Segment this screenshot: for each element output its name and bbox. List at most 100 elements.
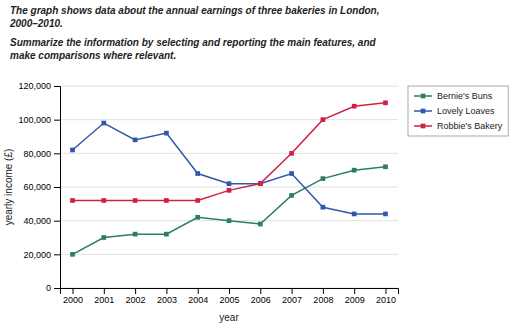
x-tick: 2005 (219, 288, 239, 305)
x-tick-label: 2009 (345, 295, 365, 305)
grid-line (60, 153, 398, 154)
point-marker (258, 181, 263, 186)
x-tick-label: 2005 (219, 295, 239, 305)
y-tick-mark (54, 254, 60, 255)
y-tick-mark (54, 153, 60, 154)
x-axis: 2000200120022003200420052006200720082009… (61, 288, 399, 305)
point-marker (133, 232, 138, 237)
point-marker (227, 218, 232, 223)
x-tick-mark (229, 288, 230, 294)
point-marker (164, 198, 169, 203)
point-marker (352, 168, 357, 173)
x-tick-mark (166, 288, 167, 294)
grid-line (60, 254, 398, 255)
x-tick-mark (73, 288, 74, 294)
y-tick-mark (54, 187, 60, 188)
x-tick-mark (260, 288, 261, 294)
x-tick: 2009 (345, 288, 365, 305)
point-marker (101, 198, 106, 203)
point-marker (321, 117, 326, 122)
x-tick-label: 2006 (251, 295, 271, 305)
grid-line (60, 86, 398, 87)
y-tick-mark (54, 86, 60, 87)
y-tick: 120,000 (18, 81, 60, 91)
point-marker (352, 104, 357, 109)
y-tick: 40,000 (23, 216, 60, 226)
chart: The graph shows data about the annual ea… (0, 0, 512, 328)
y-tick: 80,000 (23, 149, 60, 159)
x-tick-mark (385, 288, 386, 294)
point-marker (70, 252, 75, 257)
point-marker (164, 131, 169, 136)
legend: Bernie's Buns Lovely Loaves Robbie's Baker… (408, 86, 508, 136)
y-axis-title: yearly income (£) (3, 149, 14, 226)
x-tick-mark (292, 288, 293, 294)
y-tick-label: 0 (46, 283, 51, 293)
legend-frame (408, 86, 508, 136)
title: The graph shows data about the annual ea… (10, 5, 380, 16)
point-marker (227, 188, 232, 193)
legend-label: Bernie's Buns (437, 91, 493, 101)
subtitle: Summarize the information by selecting a… (10, 37, 377, 48)
x-tick-label: 2004 (188, 295, 208, 305)
series-line (73, 103, 386, 201)
point-marker (258, 181, 263, 186)
point-marker (383, 212, 388, 217)
y-tick: 60,000 (23, 182, 60, 192)
point-marker (258, 222, 263, 227)
x-axis-title: year (219, 312, 239, 323)
x-tick: 2004 (188, 288, 208, 305)
point-marker (133, 138, 138, 143)
y-tick-mark (54, 120, 60, 121)
point-marker (164, 232, 169, 237)
y-tick-label: 120,000 (18, 81, 51, 91)
y-tick-label: 40,000 (23, 216, 51, 226)
x-tick: 2008 (313, 288, 333, 305)
point-marker (289, 171, 294, 176)
y-tick: 0 (46, 283, 60, 293)
point-marker (70, 198, 75, 203)
point-marker (383, 100, 388, 105)
x-tick-label: 2000 (63, 295, 83, 305)
point-marker (195, 171, 200, 176)
title: 2000–2010. (9, 18, 63, 29)
point-marker (133, 198, 138, 203)
x-tick: 2006 (251, 288, 271, 305)
x-tick-mark (135, 288, 136, 294)
legend-marker (421, 94, 426, 99)
y-tick: 100,000 (18, 115, 60, 125)
point-marker (101, 235, 106, 240)
point-marker (70, 148, 75, 153)
point-marker (321, 205, 326, 210)
point-marker (352, 212, 357, 217)
y-axis: 0 20,000 40,000 60,000 80,000 100,000 120,000 (18, 81, 60, 293)
point-marker (289, 193, 294, 198)
x-tick-mark (198, 288, 199, 294)
y-tick-mark (54, 221, 60, 222)
legend-label: Robbie's Bakery (437, 121, 503, 131)
grid-line (60, 119, 398, 120)
x-tick-label: 2007 (282, 295, 302, 305)
grid-line (60, 187, 398, 188)
y-tick-label: 20,000 (23, 250, 51, 260)
x-axis-line (61, 289, 399, 295)
y-tick: 20,000 (23, 250, 60, 260)
x-tick-label: 2002 (126, 295, 146, 305)
x-tick-label: 2001 (94, 295, 114, 305)
x-tick: 2000 (63, 288, 83, 305)
grid (60, 86, 398, 288)
point-marker (101, 121, 106, 126)
legend-marker (421, 109, 426, 114)
x-tick: 2001 (94, 288, 114, 305)
y-tick-label: 100,000 (18, 115, 51, 125)
plot-area (70, 100, 388, 256)
x-tick: 2010 (376, 288, 396, 305)
y-tick-label: 60,000 (23, 182, 51, 192)
point-marker (195, 198, 200, 203)
point-marker (195, 215, 200, 220)
x-tick-label: 2008 (313, 295, 333, 305)
x-tick-label: 2010 (376, 295, 396, 305)
legend-marker (421, 124, 426, 129)
point-marker (227, 181, 232, 186)
legend-label: Lovely Loaves (437, 106, 495, 116)
